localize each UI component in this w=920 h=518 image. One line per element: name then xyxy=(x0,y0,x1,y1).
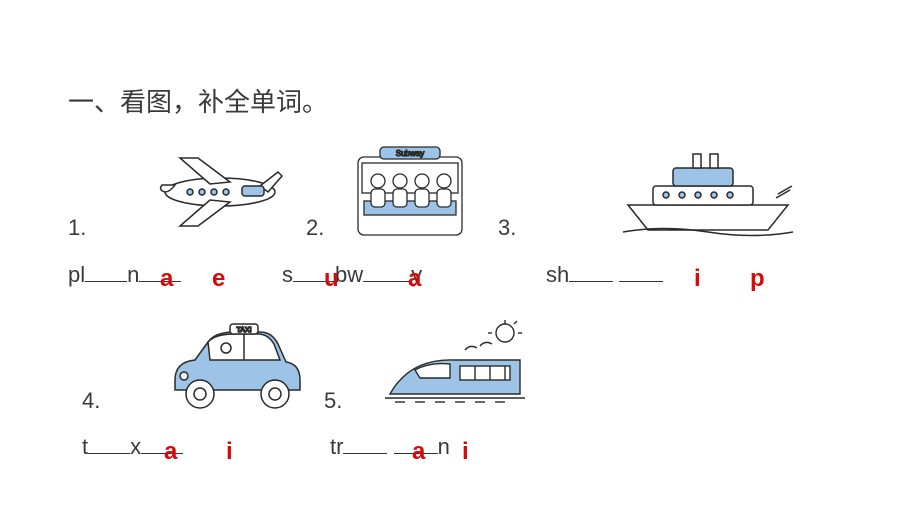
word-1-mid: n xyxy=(127,262,139,287)
plane-illustration xyxy=(150,150,290,235)
word-5: tr n xyxy=(330,434,450,460)
item-number-2: 2. xyxy=(306,215,324,241)
section-heading: 一、看图，补全单词。 xyxy=(68,82,328,119)
ship-illustration xyxy=(618,150,798,240)
taxi-illustration: TAXI xyxy=(160,320,310,415)
word-3-prefix: sh xyxy=(546,262,569,287)
answer-5a: a xyxy=(412,438,425,466)
answer-1a: a xyxy=(160,265,173,293)
word-5-prefix: tr xyxy=(330,434,343,459)
item-number-4: 4. xyxy=(82,388,100,414)
answer-5b: i xyxy=(462,438,469,466)
answer-4a: a xyxy=(164,438,177,466)
answer-2b: a xyxy=(408,265,421,293)
answer-4b: i xyxy=(226,438,233,466)
item-number-3: 3. xyxy=(498,215,516,241)
subway-label-text: Subway xyxy=(396,149,424,158)
answer-2a: u xyxy=(324,265,339,293)
item-number-5: 5. xyxy=(324,388,342,414)
train-illustration xyxy=(380,318,530,416)
subway-illustration: Subway xyxy=(350,145,470,240)
answer-3b: p xyxy=(750,265,765,293)
answer-3a: i xyxy=(694,265,701,293)
word-1-prefix: pl xyxy=(68,262,85,287)
word-2-mid: bw xyxy=(335,262,363,287)
word-2: sbwy xyxy=(282,262,422,288)
word-4-mid: x xyxy=(130,434,141,459)
word-2-prefix: s xyxy=(282,262,293,287)
answer-1b: e xyxy=(212,265,225,293)
word-5-suffix: n xyxy=(438,434,450,459)
word-3: sh xyxy=(546,262,663,288)
item-number-1: 1. xyxy=(68,215,86,241)
taxi-label-text: TAXI xyxy=(236,327,251,334)
